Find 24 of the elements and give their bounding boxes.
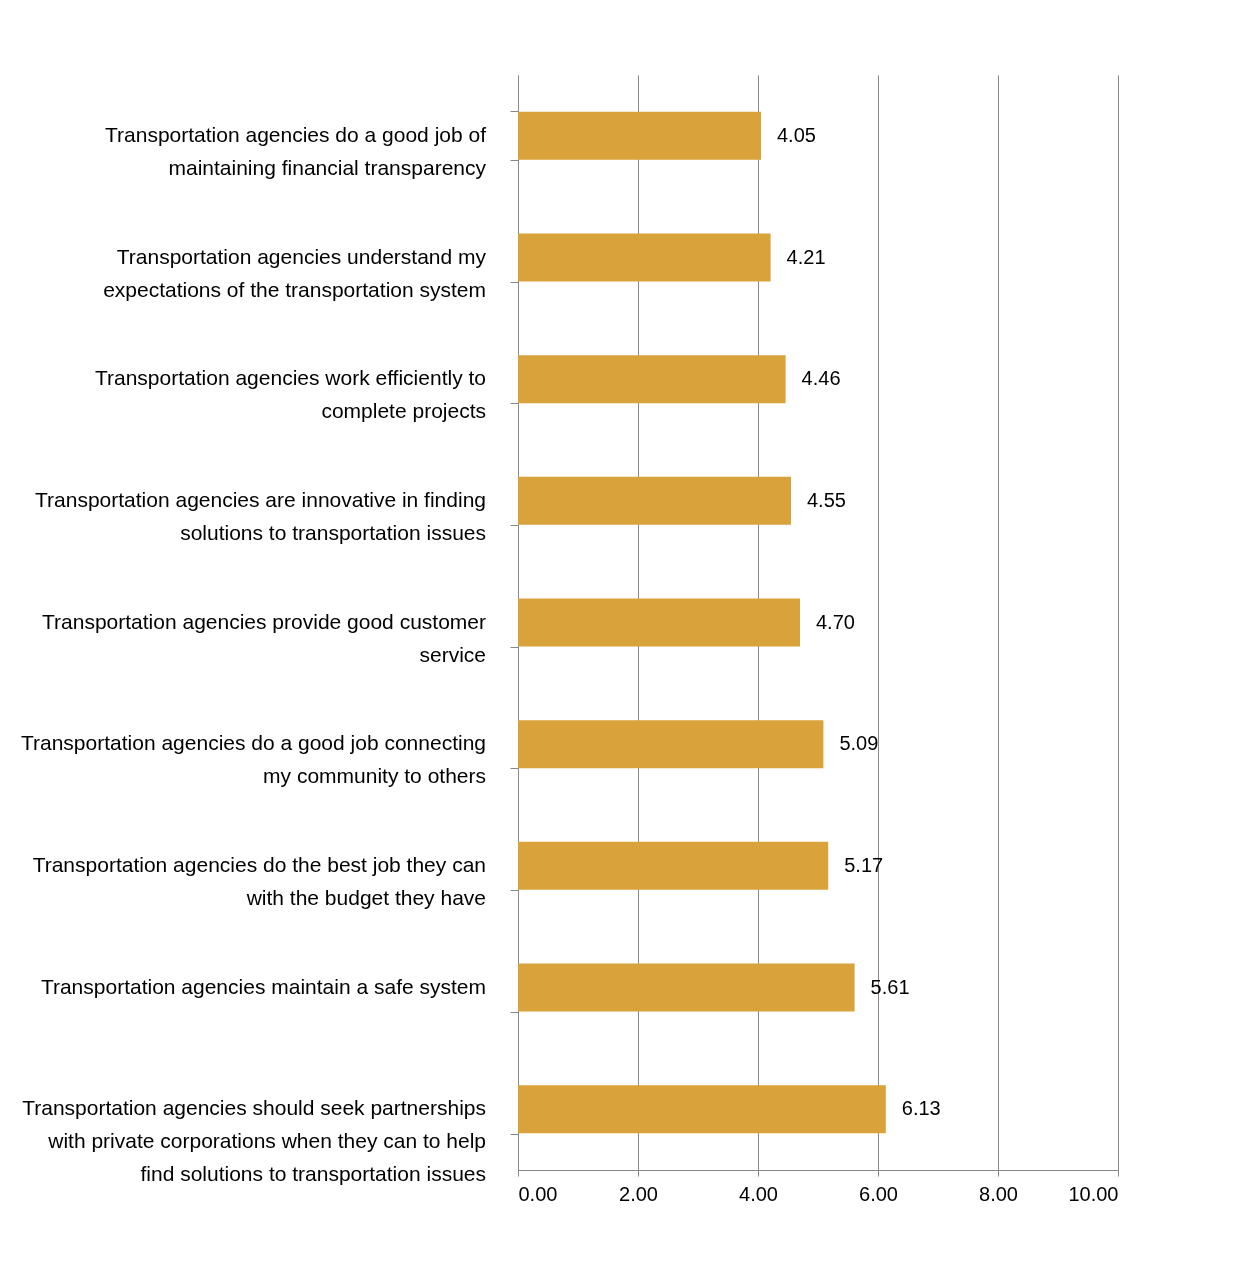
y-tick-label: Transportation agencies maintain a safe system (40, 974, 486, 998)
data-label: 5.61 (870, 975, 910, 998)
y-tick-label: Transportation agencies understand my expectations of the transportation system (103, 244, 487, 301)
y-tick-label: Transportation agencies do the best job they can with the budget they have (32, 852, 486, 909)
x-tick-label: 2.00 (619, 1182, 658, 1205)
x-tick-label: 10.00 (1068, 1182, 1119, 1205)
data-label: 5.09 (839, 732, 879, 755)
y-tick-label: Transportation agencies do a good job connecting my community to others (20, 731, 486, 788)
data-label: 4.55 (807, 488, 846, 511)
data-label: 4.70 (816, 610, 855, 633)
y-tick-label: Transportation agencies work efficiently to complete projects (94, 366, 486, 423)
x-tick-label: 4.00 (739, 1182, 778, 1205)
data-label: 6.13 (901, 1097, 941, 1120)
y-tick-label: Transportation agencies do a good job of maintaining financial transparency (105, 122, 487, 179)
data-label: 4.46 (801, 367, 841, 390)
x-tick-label: 6.00 (859, 1182, 898, 1205)
y-tick-label: Transportation agencies provide good customer service (42, 609, 486, 666)
data-label: 5.17 (844, 853, 884, 876)
y-tick-label: Transportation agencies should seek partnerships with private corporations when they can to help find solutions to transportation issues (22, 1096, 486, 1186)
x-tick-label: 8.00 (979, 1182, 1018, 1205)
x-tick-label: 0.00 (518, 1182, 558, 1205)
data-label: 4.05 (777, 123, 816, 146)
y-tick-label: Transportation agencies are innovative in finding solutions to transportation issues (35, 487, 486, 544)
data-label: 4.21 (786, 245, 826, 268)
